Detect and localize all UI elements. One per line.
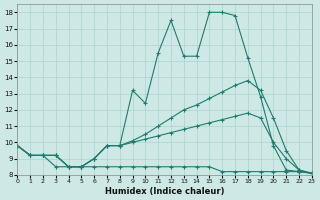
X-axis label: Humidex (Indice chaleur): Humidex (Indice chaleur) xyxy=(105,187,224,196)
